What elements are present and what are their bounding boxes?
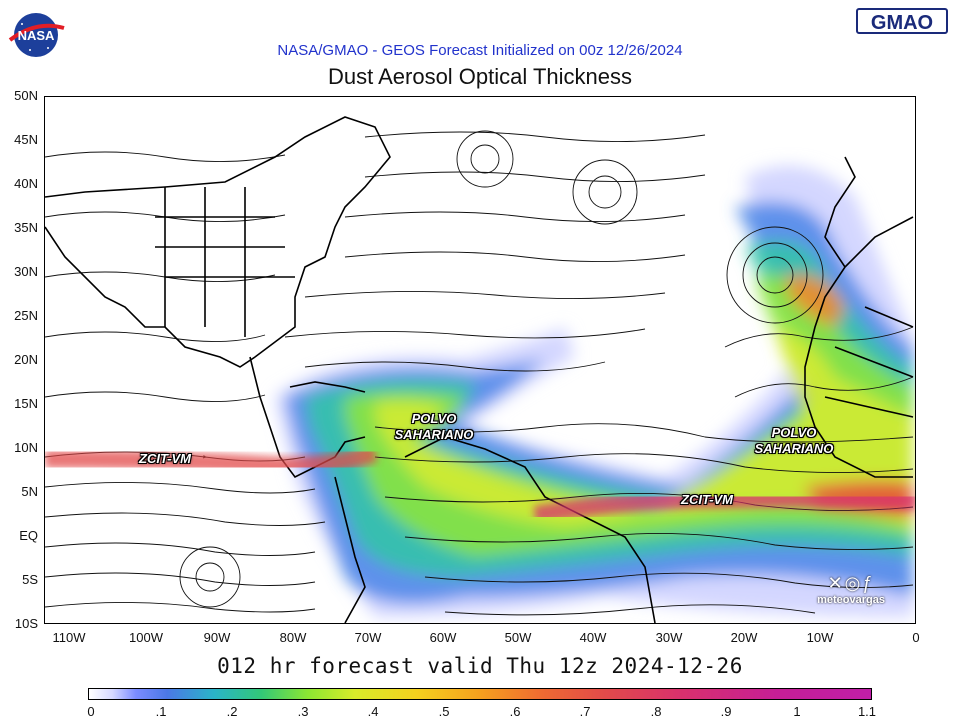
colorbar-label: .5: [438, 704, 450, 719]
lat-label: 25N: [14, 308, 38, 323]
lat-label: 30N: [14, 264, 38, 279]
lat-label: 35N: [14, 220, 38, 235]
lat-label: 5N: [21, 484, 38, 499]
zcit-band-west: [45, 444, 378, 475]
lat-label: 20N: [14, 352, 38, 367]
watermark-text: meteovargas: [817, 594, 885, 606]
lon-label: 110W: [52, 630, 86, 645]
colorbar-label: .2: [226, 704, 238, 719]
colorbar-label: .3: [297, 704, 309, 719]
dust-west-line2: SAHARIANO: [394, 427, 474, 442]
streamlines: [45, 130, 914, 616]
lon-label: 80W: [279, 630, 307, 645]
lat-label: 40N: [14, 176, 38, 191]
colorbar-label: 1.1: [857, 704, 877, 719]
lon-label: 50W: [504, 630, 532, 645]
lon-label: 20W: [730, 630, 758, 645]
lat-label: 50N: [14, 88, 38, 103]
lon-label: 30W: [655, 630, 683, 645]
dust-aot-map: ZCIT-VM ZCIT-VM POLVO SAHARIANO POLVO SA…: [44, 96, 916, 624]
lon-label: 10W: [806, 630, 834, 645]
forecast-valid-time: 012 hr forecast valid Thu 12z 2024-12-26: [217, 654, 743, 678]
zcit-band-east: [533, 489, 915, 524]
nasa-logo: NASA: [6, 10, 66, 60]
instagram-icon: ◎: [844, 573, 863, 593]
lat-label: EQ: [19, 528, 38, 543]
colorbar-label: .4: [367, 704, 379, 719]
lon-label: 0: [912, 630, 920, 645]
colorbar-label: 1: [793, 704, 801, 719]
colorbar-label: .1: [155, 704, 167, 719]
lat-label: 5S: [22, 572, 38, 587]
coastlines: [45, 116, 914, 623]
lon-label: 40W: [579, 630, 607, 645]
colorbar-label: .7: [579, 704, 591, 719]
dust-east-line2: SAHARIANO: [754, 441, 834, 456]
lon-label: 60W: [429, 630, 457, 645]
lon-label: 90W: [203, 630, 231, 645]
x-icon: ✕: [827, 573, 845, 593]
dust-west-label: POLVO SAHARIANO: [379, 411, 489, 443]
lon-label: 70W: [354, 630, 382, 645]
dust-east-line1: POLVO: [771, 425, 817, 440]
nasa-logo-text: NASA: [18, 28, 55, 43]
lon-label: 100W: [129, 630, 163, 645]
dust-west-line1: POLVO: [411, 411, 457, 426]
zcit-east-label: ZCIT-VM: [681, 492, 733, 507]
lat-label: 10N: [14, 440, 38, 455]
map-title: Dust Aerosol Optical Thickness: [327, 64, 633, 89]
lat-label: 45N: [14, 132, 38, 147]
gmao-logo: GMAO: [856, 8, 948, 34]
dust-east-label: POLVO SAHARIANO: [739, 425, 849, 457]
colorbar-label: .9: [720, 704, 732, 719]
map-canvas: [45, 116, 915, 623]
forecast-subtitle: NASA/GMAO - GEOS Forecast Initialized on…: [277, 42, 683, 59]
zcit-west-label: ZCIT-VM: [139, 451, 191, 466]
dust-plume-shading: [275, 165, 913, 617]
facebook-icon: ƒ: [862, 573, 875, 593]
lat-label: 15N: [14, 396, 38, 411]
colorbar-label: 0: [87, 704, 95, 719]
lat-label: 10S: [14, 616, 38, 631]
colorbar-label: .8: [650, 704, 662, 719]
aot-colorbar: [88, 688, 872, 700]
colorbar-label: .6: [509, 704, 521, 719]
watermark: ✕◎ƒ meteovargas: [813, 573, 889, 606]
